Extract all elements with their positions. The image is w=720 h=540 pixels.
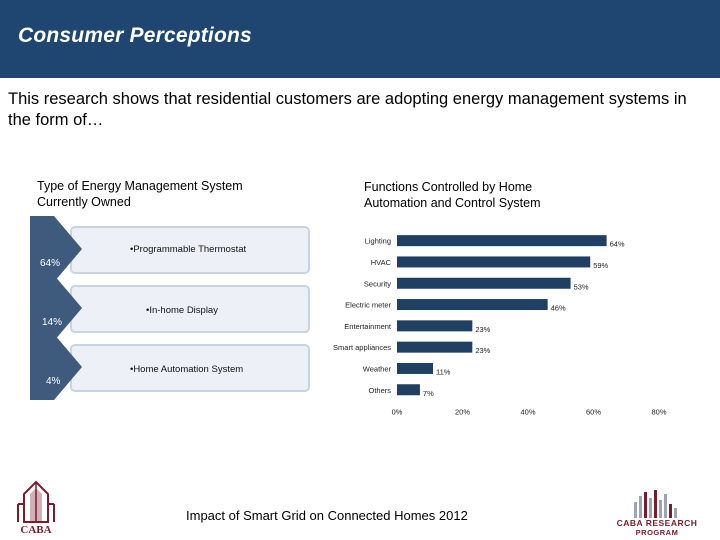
bar-value-label: 11% xyxy=(436,367,451,376)
chevron-shape xyxy=(30,334,82,400)
bar-value-label: 23% xyxy=(475,325,490,334)
header-bar: Consumer Perceptions xyxy=(0,0,720,78)
intro-text: This research shows that residential cus… xyxy=(8,90,687,129)
functions-bar-chart: Lighting 64% HVAC 59% Security 53% Electric me… xyxy=(333,235,667,416)
bar-value-label: 53% xyxy=(574,282,589,291)
ems-item-box: •In-home Display xyxy=(70,285,310,333)
ems-item-label: •Programmable Thermostat xyxy=(130,244,247,255)
ems-item: •In-home Display 14% xyxy=(0,275,320,341)
caba-logo: CABA xyxy=(14,480,58,538)
caba-research-logo: CABA RESEARCH PROGRAM xyxy=(612,488,702,538)
x-tick-label: 60% xyxy=(586,407,601,416)
skyline-icon xyxy=(634,490,677,518)
category-label: HVAC xyxy=(371,258,392,267)
category-label: Weather xyxy=(363,364,392,373)
building-icon xyxy=(17,480,55,523)
bar xyxy=(397,256,591,268)
category-label: Security xyxy=(364,279,391,288)
right-subtitle: Functions Controlled by Home Automation … xyxy=(364,180,541,210)
bar-value-label: 23% xyxy=(475,346,490,355)
x-tick-label: 20% xyxy=(455,407,470,416)
ems-item: •Programmable Thermostat 64% xyxy=(0,216,320,282)
ems-item-box: •Programmable Thermostat xyxy=(70,226,310,274)
bar-value-label: 7% xyxy=(423,389,434,398)
category-label: Smart appliances xyxy=(333,343,391,352)
bar xyxy=(397,299,548,311)
bar xyxy=(397,277,571,289)
caba-logo-text: CABA xyxy=(20,524,52,536)
category-label: Others xyxy=(368,386,391,395)
left-subtitle: Type of Energy Management System Current… xyxy=(37,179,243,209)
bar xyxy=(397,320,473,332)
ems-item-percent: 14% xyxy=(42,317,63,328)
category-label: Electric meter xyxy=(345,301,391,310)
x-tick-label: 80% xyxy=(651,407,666,416)
ems-item: •Home Automation System 4% xyxy=(0,334,320,400)
bar-value-label: 64% xyxy=(610,240,625,249)
slide-title: Consumer Perceptions xyxy=(18,24,252,47)
footer-caption: Impact of Smart Grid on Connected Homes … xyxy=(186,508,468,523)
ems-item-box: •Home Automation System xyxy=(70,344,310,392)
research-logo-line2: PROGRAM xyxy=(635,528,679,537)
ems-item-percent: 4% xyxy=(46,376,61,387)
chevron-shape xyxy=(30,216,82,282)
ems-item-percent: 64% xyxy=(40,258,61,269)
bar xyxy=(397,362,434,374)
ems-item-label: •In-home Display xyxy=(146,305,218,316)
bar xyxy=(397,235,607,247)
bar xyxy=(397,384,420,396)
chevron-shape xyxy=(30,275,82,341)
category-label: Lighting xyxy=(365,237,391,246)
ems-item-label: •Home Automation System xyxy=(130,364,244,375)
x-tick-label: 0% xyxy=(392,407,403,416)
bar-value-label: 59% xyxy=(593,261,608,270)
x-tick-label: 40% xyxy=(520,407,535,416)
bar-value-label: 46% xyxy=(551,304,566,313)
bar xyxy=(397,341,473,353)
category-label: Entertainment xyxy=(344,322,392,331)
research-logo-line1: CABA RESEARCH xyxy=(616,518,698,528)
